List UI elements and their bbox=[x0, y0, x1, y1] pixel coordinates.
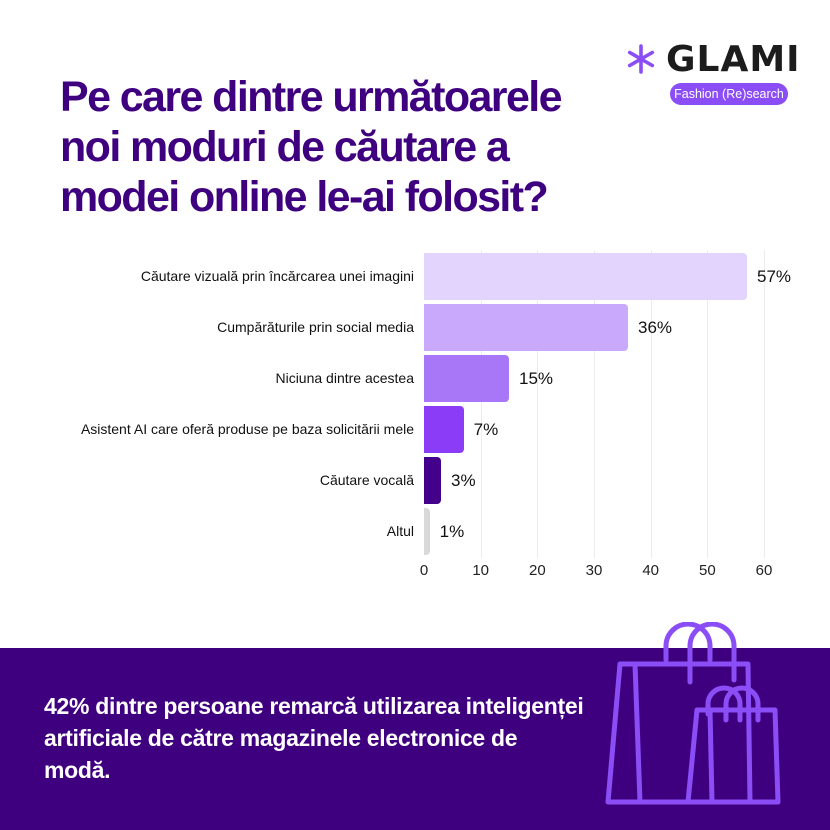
x-axis-tick: 50 bbox=[698, 562, 716, 579]
footer-statement: 42% dintre persoane remarcă utilizarea i… bbox=[44, 693, 584, 783]
gridline bbox=[594, 250, 595, 558]
x-axis-tick: 30 bbox=[585, 562, 603, 579]
page-title: Pe care dintre următoarele noi moduri de… bbox=[60, 73, 563, 221]
bar-chart: Căutare vizuală prin încărcarea unei ima… bbox=[80, 250, 792, 579]
brand-name: GLAMI bbox=[666, 39, 801, 80]
x-axis-tick: 40 bbox=[642, 562, 659, 579]
category-label: Asistent AI care oferă produse pe baza s… bbox=[80, 421, 414, 437]
x-axis-tick: 60 bbox=[755, 562, 773, 579]
bar bbox=[424, 406, 464, 453]
gridline bbox=[764, 250, 765, 558]
bar-value-label: 7% bbox=[473, 420, 499, 439]
category-label: Căutare vocală bbox=[319, 472, 414, 488]
bar-value-label: 1% bbox=[439, 522, 465, 541]
shopping-bags-icon bbox=[605, 622, 781, 805]
category-label: Cumpărăturile prin social media bbox=[217, 319, 414, 335]
glami-logo: GLAMI Fashion (Re)search bbox=[626, 40, 800, 110]
x-axis-tick: 10 bbox=[472, 562, 489, 579]
gridline bbox=[480, 250, 482, 558]
bar bbox=[424, 508, 430, 555]
x-axis-tick: 20 bbox=[528, 562, 546, 579]
bar bbox=[424, 304, 628, 351]
brand-tagline-badge: Fashion (Re)search bbox=[670, 83, 788, 105]
bar-value-label: 3% bbox=[451, 471, 476, 490]
gridline bbox=[537, 250, 539, 558]
x-axis-tick: 0 bbox=[419, 562, 429, 579]
category-label: Altul bbox=[386, 523, 414, 539]
bar-value-label: 36% bbox=[638, 318, 673, 337]
bar bbox=[424, 457, 441, 504]
bar bbox=[424, 253, 747, 300]
bar bbox=[424, 355, 509, 402]
gridline bbox=[650, 250, 652, 558]
category-label: Căutare vizuală prin încărcarea unei ima… bbox=[140, 268, 414, 284]
bar-value-label: 15% bbox=[519, 369, 554, 388]
bar-value-label: 57% bbox=[757, 267, 792, 286]
category-label: Niciuna dintre acestea bbox=[275, 370, 414, 386]
gridline bbox=[707, 250, 709, 558]
asterisk-icon bbox=[627, 44, 655, 74]
